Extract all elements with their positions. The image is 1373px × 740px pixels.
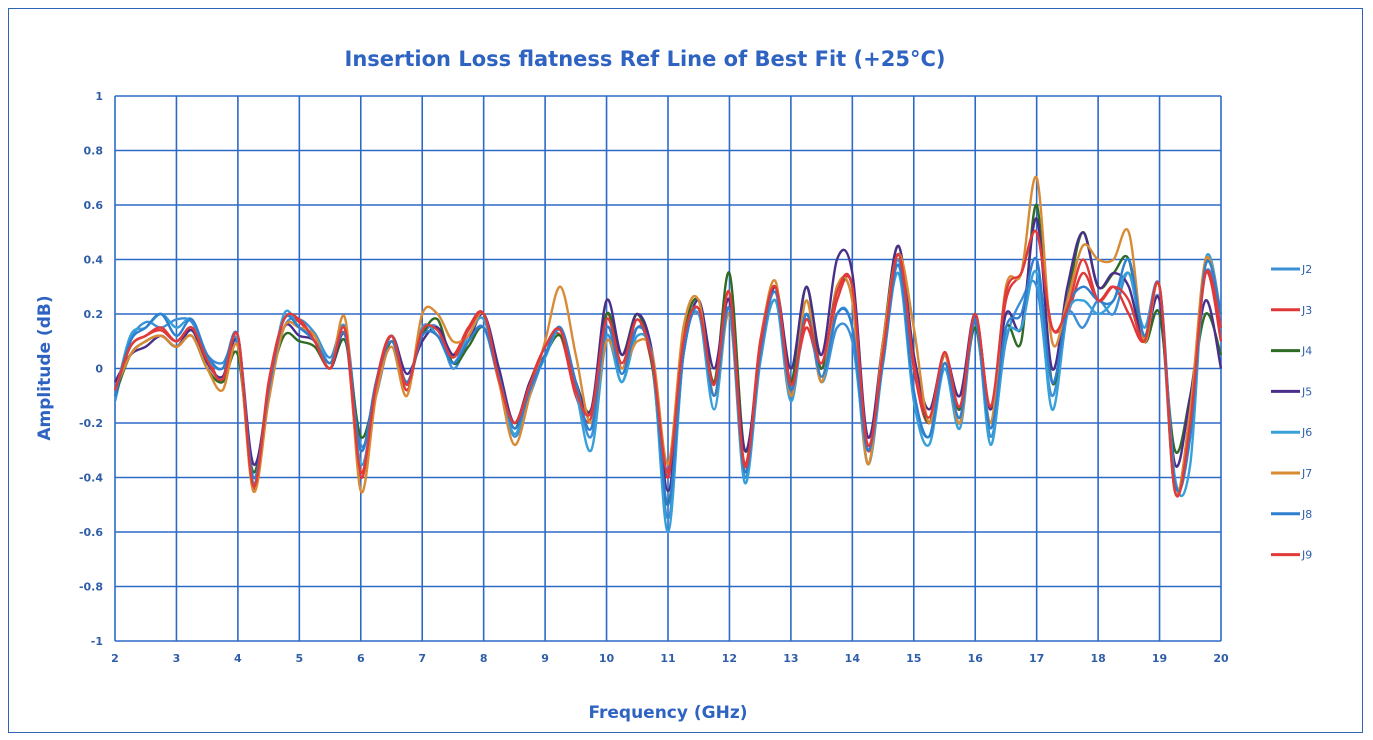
y-tick-label: 0.4 xyxy=(84,254,104,267)
x-tick-label: 4 xyxy=(234,652,242,665)
x-tick-label: 15 xyxy=(906,652,921,665)
series-line-j9 xyxy=(113,229,1223,498)
legend-label-j3: J3 xyxy=(1301,304,1312,317)
tick-labels: 2 3 4 5 6 7 8 9 10 11 12 13 14 15 16 17 18 19 20 1 0.8 0.6 0.4… xyxy=(79,90,1229,665)
x-axis-title: Frequency (GHz) xyxy=(588,703,747,723)
x-tick-label: 9 xyxy=(541,652,549,665)
legend: J2 J3 J4 J5 J6 J7 J8 J9 xyxy=(1271,263,1312,562)
series-lines xyxy=(113,175,1223,534)
y-tick-label: 1 xyxy=(95,90,103,103)
legend-label-j7: J7 xyxy=(1301,467,1312,480)
x-tick-label: 18 xyxy=(1090,652,1105,665)
legend-label-j9: J9 xyxy=(1301,549,1312,562)
legend-label-j4: J4 xyxy=(1301,345,1312,358)
x-tick-label: 13 xyxy=(783,652,798,665)
legend-label-j6: J6 xyxy=(1301,426,1312,439)
legend-label-j5: J5 xyxy=(1301,385,1312,398)
y-tick-label: 0.8 xyxy=(84,145,104,158)
x-tick-label: 17 xyxy=(1029,652,1044,665)
y-tick-label: -1 xyxy=(91,635,103,648)
y-tick-label: 0.2 xyxy=(84,308,104,321)
y-tick-label: -0.8 xyxy=(79,581,103,594)
y-tick-label: -0.6 xyxy=(79,526,103,539)
x-tick-label: 5 xyxy=(296,652,304,665)
y-tick-label: 0 xyxy=(95,363,103,376)
chart-title: Insertion Loss flatness Ref Line of Best… xyxy=(345,47,946,71)
x-tick-label: 2 xyxy=(111,652,119,665)
y-tick-label: 0.6 xyxy=(84,199,104,212)
x-tick-label: 11 xyxy=(660,652,675,665)
legend-label-j2: J2 xyxy=(1301,263,1312,276)
y-tick-label: -0.4 xyxy=(79,472,103,485)
x-tick-label: 19 xyxy=(1152,652,1167,665)
x-tick-label: 6 xyxy=(357,652,365,665)
x-tick-label: 10 xyxy=(599,652,615,665)
legend-label-j8: J8 xyxy=(1301,508,1312,521)
chart-frame xyxy=(8,8,1363,733)
y-tick-label: -0.2 xyxy=(79,417,103,430)
x-tick-label: 20 xyxy=(1213,652,1229,665)
x-tick-label: 3 xyxy=(173,652,181,665)
x-tick-label: 7 xyxy=(418,652,426,665)
y-axis-title: Amplitude (dB) xyxy=(35,295,55,440)
x-tick-label: 16 xyxy=(968,652,984,665)
x-tick-label: 14 xyxy=(845,652,861,665)
x-tick-label: 8 xyxy=(480,652,488,665)
x-tick-label: 12 xyxy=(722,652,737,665)
